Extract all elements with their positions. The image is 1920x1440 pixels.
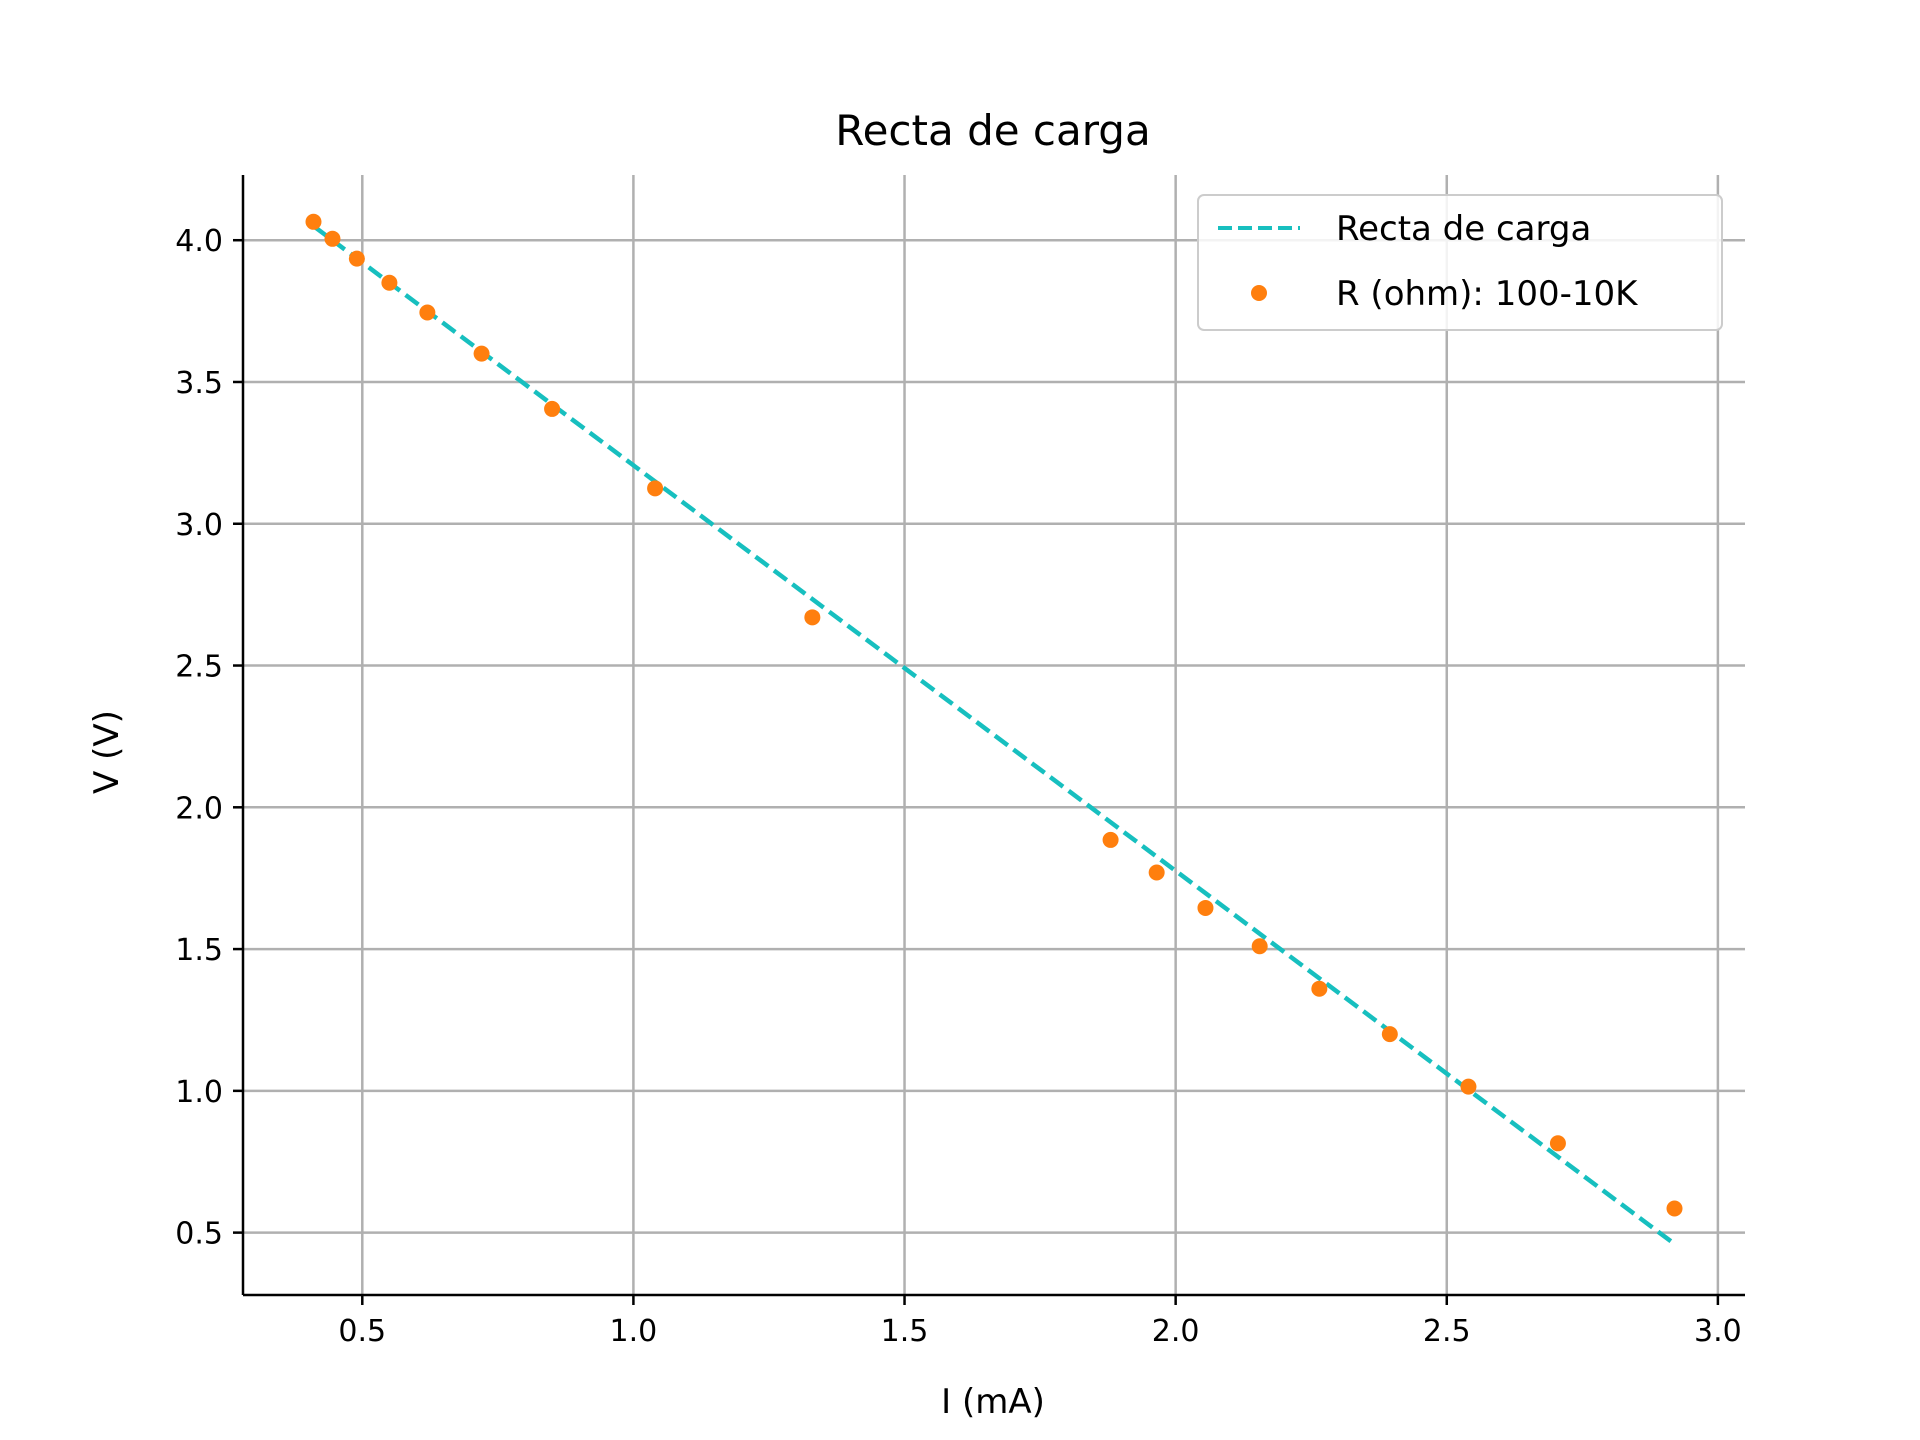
plot-area (305, 213, 1683, 1246)
x-tick-label-3: 2.0 (1152, 1314, 1200, 1349)
x-tick-label-4: 2.5 (1423, 1314, 1471, 1349)
legend-label-recta: Recta de carga (1336, 209, 1591, 249)
data-point-1 (324, 230, 341, 247)
chart-title: Recta de carga (835, 106, 1150, 155)
x-ticks: 0.5 1.0 1.5 2.0 2.5 3.0 (338, 1295, 1742, 1349)
legend-label-points: R (ohm): 100-10K (1336, 274, 1639, 314)
y-tick-label-7: 4.0 (175, 224, 223, 259)
x-tick-label-0: 0.5 (338, 1314, 386, 1349)
x-axis-label: I (mA) (941, 1382, 1045, 1422)
data-point-8 (804, 609, 821, 626)
data-point-10 (1148, 864, 1165, 881)
legend: Recta de carga R (ohm): 100-10K (1197, 194, 1723, 331)
y-tick-label-2: 1.5 (175, 933, 223, 968)
data-point-17 (1666, 1200, 1683, 1217)
data-point-0 (305, 213, 322, 230)
y-tick-label-4: 2.5 (175, 650, 223, 685)
data-point-2 (348, 250, 365, 267)
load-line-series (312, 224, 1676, 1246)
y-tick-label-5: 3.0 (175, 508, 223, 543)
legend-marker-swatch (1251, 285, 1267, 301)
axes (241, 175, 1745, 1297)
data-point-6 (544, 400, 561, 417)
data-point-14 (1381, 1026, 1398, 1043)
y-axis-label: V (V) (87, 710, 127, 794)
data-point-5 (473, 345, 490, 362)
data-point-16 (1549, 1135, 1566, 1152)
x-tick-label-2: 1.5 (881, 1314, 929, 1349)
data-point-13 (1311, 980, 1328, 997)
data-point-4 (419, 304, 436, 321)
y-tick-label-3: 2.0 (175, 791, 223, 826)
y-tick-label-0: 0.5 (175, 1217, 223, 1252)
data-point-3 (381, 274, 398, 291)
x-tick-label-1: 1.0 (610, 1314, 658, 1349)
data-point-12 (1251, 938, 1268, 955)
y-ticks: 0.5 1.0 1.5 2.0 2.5 3.0 3.5 4.0 (175, 224, 243, 1252)
data-point-11 (1197, 899, 1214, 916)
y-tick-label-1: 1.0 (175, 1075, 223, 1110)
x-tick-label-5: 3.0 (1694, 1314, 1742, 1349)
data-point-9 (1102, 831, 1119, 848)
y-tick-label-6: 3.5 (175, 366, 223, 401)
grid (243, 175, 1745, 1295)
data-point-15 (1460, 1078, 1477, 1095)
data-point-7 (647, 480, 664, 497)
legend-box (1197, 194, 1723, 331)
